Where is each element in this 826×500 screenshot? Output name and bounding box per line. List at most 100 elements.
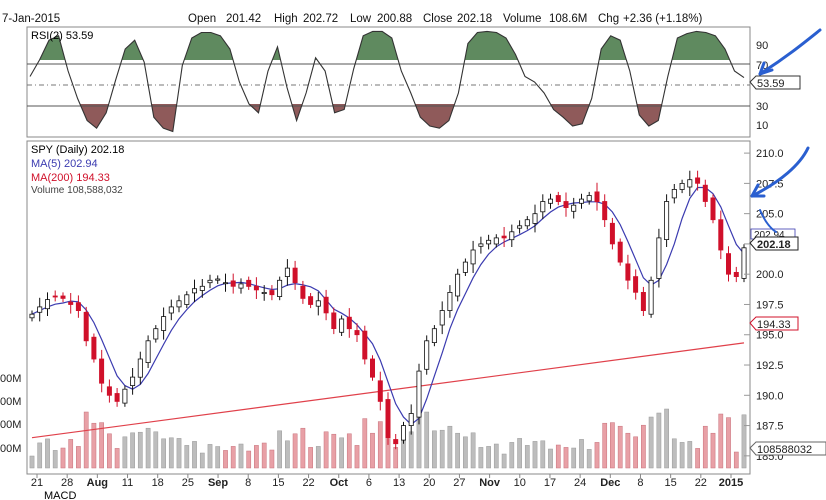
candle-body (431, 328, 437, 344)
candle-body (52, 295, 58, 298)
volume-bar (137, 431, 143, 469)
volume-tick-3: 00M (0, 419, 21, 431)
volume-bar (91, 422, 97, 469)
candle-body (261, 291, 267, 294)
rsi-panel: RSI(2) 53.59 90 70 30 10 53.59 (26, 26, 801, 138)
price-legend: SPY (Daily) 202.18 MA(5) 202.94 MA(200) … (31, 144, 124, 196)
candle-body (215, 278, 221, 281)
candle-body (524, 219, 530, 227)
x-tick-label: 15 (272, 477, 284, 489)
candle-body (718, 219, 724, 251)
candle-body (416, 370, 422, 418)
candle-body (145, 340, 151, 363)
candle-body (447, 291, 453, 311)
volume-bar (555, 444, 561, 469)
volume-bar (76, 446, 81, 469)
candle-body (625, 263, 631, 281)
candle-body (253, 285, 259, 291)
candle-body (122, 388, 128, 404)
volume-bar (741, 414, 747, 469)
candle-body (331, 312, 337, 329)
candle-body (339, 318, 345, 333)
candle-body (83, 311, 89, 342)
volume-bar (656, 412, 662, 469)
candle-body (702, 184, 708, 202)
volume-bar (463, 436, 468, 469)
candle-body (300, 285, 306, 299)
candle-body (222, 282, 228, 285)
volume-bar (718, 413, 724, 469)
volume-bar (540, 440, 546, 469)
volume-bar (486, 446, 491, 469)
header-volume-value: 108.6M (549, 13, 587, 25)
candle-body (137, 358, 143, 378)
candle-body (726, 253, 732, 275)
volume-bar (168, 437, 174, 469)
volume-bar (733, 451, 739, 469)
ma200-tag: 194.33 (749, 316, 799, 331)
candle-body (586, 195, 592, 202)
x-tick-label: 6 (366, 477, 372, 489)
volume-tag-text: 108588032 (757, 444, 812, 456)
volume-bar (478, 447, 484, 469)
volume-bar (238, 443, 244, 469)
x-tick-label: 8 (245, 477, 251, 489)
candle-body (664, 201, 670, 240)
volume-bar (323, 431, 329, 469)
candle-body (741, 247, 747, 279)
candle-body (315, 300, 321, 307)
volume-bar (664, 408, 669, 469)
candle-body (439, 310, 445, 326)
x-tick-label: 27 (453, 477, 465, 489)
candle-body (710, 197, 716, 221)
header-close-label: Close (423, 13, 452, 25)
volume-bar (145, 427, 151, 469)
candle-body (671, 188, 677, 199)
candle-body (462, 261, 468, 273)
candle-body (695, 177, 701, 184)
volume-bar (679, 442, 685, 469)
header-low-label: Low (350, 13, 372, 25)
volume-bar (671, 438, 677, 469)
candle-body (130, 376, 136, 387)
price-tick-label: 195.0 (756, 330, 784, 342)
volume-tag: 108588032 (749, 441, 826, 456)
volume-bar (455, 432, 460, 469)
candle-body (277, 279, 283, 297)
price-panel: SPY (Daily) 202.18 MA(5) 202.94 MA(200) … (0, 140, 826, 475)
price-tag-text: 202.18 (757, 239, 791, 251)
rsi-overbought-fill (356, 31, 399, 60)
volume-bar (432, 430, 437, 469)
annotation-arrowhead-rsi (758, 61, 774, 76)
ma5-line (31, 186, 745, 426)
x-tick-label: 13 (393, 477, 405, 489)
volume-bar (439, 429, 445, 469)
volume-bar (199, 452, 205, 469)
candle-body (230, 280, 236, 287)
candle-body (633, 276, 639, 293)
x-tick-label: 20 (423, 477, 435, 489)
volume-bar (501, 453, 507, 469)
volume-bar (602, 422, 608, 469)
volume-bar (223, 450, 228, 469)
volume-bar (571, 447, 577, 469)
x-tick-label: 22 (302, 477, 314, 489)
candle-body (455, 273, 461, 297)
candle-body (308, 296, 314, 305)
volume-bar (99, 422, 104, 469)
volume-bar (52, 450, 58, 469)
volume-bar (215, 446, 221, 469)
candle-body (284, 267, 290, 278)
volume-bar (68, 439, 74, 469)
volume-bar (45, 438, 50, 469)
candle-body (362, 330, 368, 360)
legend-volume: Volume 108,588,032 (31, 185, 123, 196)
rsi-label: RSI(2) 53.59 (31, 30, 93, 42)
x-tick-label: Sep (208, 477, 228, 489)
candle-body (493, 237, 499, 245)
x-tick-label: Aug (87, 477, 108, 489)
candle-body (385, 399, 391, 438)
header-chg-label: Chg (598, 13, 619, 25)
volume-bar (308, 447, 313, 469)
legend-ma5: MA(5) 202.94 (31, 158, 98, 170)
